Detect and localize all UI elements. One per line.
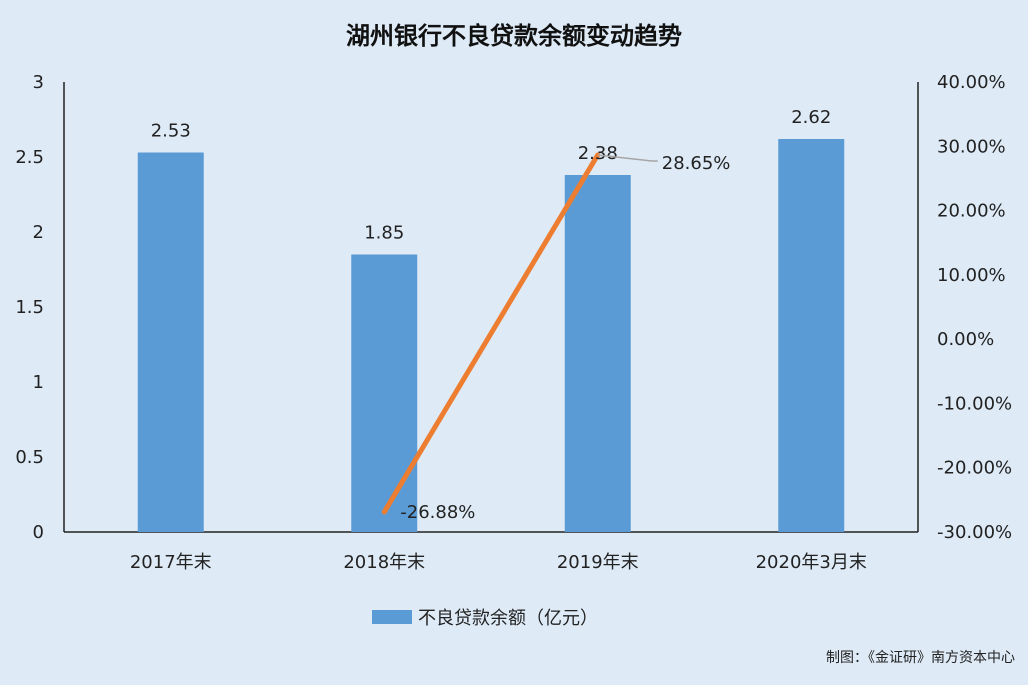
bar-value-label: 2.53 bbox=[151, 121, 191, 142]
bar-value-label: 2.38 bbox=[578, 143, 618, 164]
y-right-tick-label: -20.00% bbox=[937, 458, 1012, 479]
legend-label: 不良贷款余额（亿元） bbox=[418, 608, 598, 629]
x-tick-label: 2020年3月末 bbox=[756, 552, 867, 573]
y-left-tick-label: 1.5 bbox=[15, 297, 44, 318]
data-labels: 2.53 1.85 2.38 2.62 -26.88% 28.65% bbox=[151, 107, 832, 523]
line-value-label: 28.65% bbox=[662, 153, 731, 174]
bar-series bbox=[137, 139, 845, 532]
y-right-tick-label: 0.00% bbox=[937, 329, 994, 350]
y-left-tick-label: 2.5 bbox=[15, 147, 44, 168]
axes: 00.511.522.53-30.00%-20.00%-10.00%0.00%1… bbox=[15, 72, 1012, 573]
y-left-tick-label: 2 bbox=[33, 222, 44, 243]
line-path bbox=[381, 152, 601, 515]
y-right-tick-label: 30.00% bbox=[937, 136, 1006, 157]
legend: 不良贷款余额（亿元） bbox=[372, 608, 598, 629]
chart-title: 湖州银行不良贷款余额变动趋势 bbox=[346, 22, 682, 50]
chart-credit: 制图：《金证研》南方资本中心 bbox=[826, 650, 1015, 666]
bar bbox=[351, 254, 418, 532]
y-left-tick-label: 0.5 bbox=[15, 447, 44, 468]
x-tick-label: 2018年末 bbox=[343, 552, 425, 573]
line-value-label: -26.88% bbox=[400, 502, 475, 523]
label-leader-line bbox=[597, 154, 658, 162]
y-left-tick-label: 3 bbox=[33, 72, 44, 93]
bar bbox=[137, 152, 204, 532]
y-right-tick-label: 20.00% bbox=[937, 201, 1006, 222]
y-right-tick-label: 10.00% bbox=[937, 265, 1006, 286]
x-tick-label: 2019年末 bbox=[557, 552, 639, 573]
y-right-tick-label: 40.00% bbox=[937, 72, 1006, 93]
bar-value-label: 2.62 bbox=[791, 107, 831, 128]
line-series bbox=[381, 152, 601, 515]
bar bbox=[564, 175, 631, 532]
y-right-tick-label: -30.00% bbox=[937, 522, 1012, 543]
y-left-tick-label: 1 bbox=[33, 372, 44, 393]
legend-swatch bbox=[372, 610, 412, 624]
bar-value-label: 1.85 bbox=[364, 223, 404, 244]
y-right-tick-label: -10.00% bbox=[937, 393, 1012, 414]
bar bbox=[778, 139, 845, 532]
x-tick-label: 2017年末 bbox=[130, 552, 212, 573]
y-left-tick-label: 0 bbox=[33, 522, 44, 543]
